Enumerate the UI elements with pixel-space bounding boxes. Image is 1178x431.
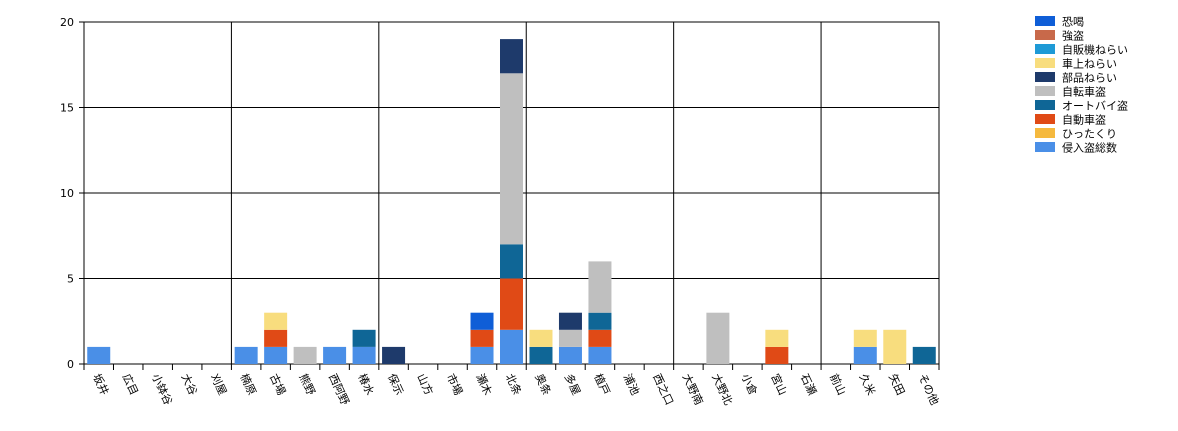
bar-segment[interactable] [853,346,877,364]
legend-swatch [1035,100,1055,110]
bar-segment[interactable] [323,346,347,364]
y-tick-label: 15 [60,102,74,115]
bar-segment[interactable] [470,312,494,330]
bar-segment[interactable] [500,73,523,245]
bar-segment[interactable] [765,329,789,347]
bar-segment[interactable] [853,329,877,347]
bar-segment[interactable] [558,329,582,347]
y-tick-label: 5 [67,273,74,286]
legend-swatch [1035,30,1055,40]
x-tick-label: 西阿野 [326,372,352,407]
bar-segment[interactable] [912,346,936,364]
x-tick-label: 久米 [857,372,878,397]
x-tick-label: 大野北 [709,371,736,407]
bar-segment[interactable] [234,346,258,364]
legend-label: 自転車盗 [1062,85,1106,99]
x-tick-label: 浦池 [621,372,642,397]
legend-swatch [1035,72,1055,82]
bar-segment[interactable] [352,346,376,364]
legend-swatch [1035,114,1055,124]
x-tick-label: 大谷 [178,371,200,397]
bar-segment[interactable] [470,346,494,364]
legend-label: オートバイ盗 [1062,100,1128,113]
x-tick-label: 市場 [444,371,466,397]
x-tick-label: 刈屋 [208,372,229,397]
bar-segment[interactable] [500,244,523,279]
bar-segment[interactable] [588,346,612,364]
x-tick-label: 前山 [827,371,849,397]
x-tick-label: 広目 [120,372,141,397]
legend-label: 恐喝 [1062,16,1084,29]
bar-segment[interactable] [500,329,523,364]
legend-swatch [1035,142,1055,152]
bar-segment[interactable] [558,312,582,330]
legend-label: 侵入盗総数 [1062,141,1117,155]
bar-segment[interactable] [382,346,406,364]
bar-segment[interactable] [352,329,376,347]
x-tick-label: 坂井 [90,371,112,397]
x-tick-label: 多屋 [562,371,584,397]
bar-segment[interactable] [264,312,288,330]
legend-swatch [1035,86,1055,96]
x-tick-label: 保示 [385,371,407,397]
x-tick-label: その他 [916,372,942,407]
legend-swatch [1035,16,1055,26]
bar-segment[interactable] [87,346,111,364]
bar-segment[interactable] [558,346,582,364]
x-tick-label: 山方 [414,371,436,397]
legend-label: 部品ねらい [1062,71,1117,85]
bar-segment[interactable] [588,329,612,347]
x-tick-label: 熊野 [296,371,318,397]
bar-segment[interactable] [264,329,288,347]
bar-segment[interactable] [529,346,553,364]
x-tick-label: 椿水 [355,372,376,397]
x-tick-label: 矢田 [886,371,908,397]
legend-swatch [1035,128,1055,138]
x-tick-label: 瀬木 [473,371,495,397]
x-tick-label: 大野南 [680,371,707,407]
x-tick-label: 石瀬 [798,371,820,397]
bar-segment[interactable] [883,329,907,364]
legend-label: 自動車盗 [1062,113,1106,127]
x-tick-label: 古場 [267,372,288,397]
legend-label: 強盗 [1062,30,1084,43]
bar-segment[interactable] [765,346,789,364]
legend-swatch [1035,58,1055,68]
y-tick-label: 10 [60,187,74,200]
bar-segment[interactable] [500,39,523,74]
bar-segment[interactable] [706,312,730,364]
legend-label: 自販機ねらい [1062,43,1128,57]
bar-segment[interactable] [500,278,523,330]
x-tick-label: 西之口 [650,371,677,407]
x-tick-label: 楠原 [237,371,259,397]
x-tick-label: 小倉 [739,371,761,397]
legend-label: 車上ねらい [1062,57,1117,71]
bar-segment[interactable] [470,329,494,347]
bar-segment[interactable] [529,329,553,347]
bar-segment[interactable] [293,346,317,364]
x-tick-label: 宮山 [768,371,790,397]
bar-segment[interactable] [264,346,288,364]
x-tick-label: 植戸 [591,371,613,397]
legend-label: ひったくり [1062,128,1117,141]
x-tick-label: 小鉢谷 [149,371,176,407]
x-tick-label: 北条 [503,371,525,397]
legend-swatch [1035,44,1055,54]
y-tick-label: 0 [67,358,74,371]
x-tick-label: 奥条 [532,371,554,397]
bar-segment[interactable] [588,261,612,313]
bar-segment[interactable] [588,312,612,330]
y-tick-label: 20 [60,16,74,29]
